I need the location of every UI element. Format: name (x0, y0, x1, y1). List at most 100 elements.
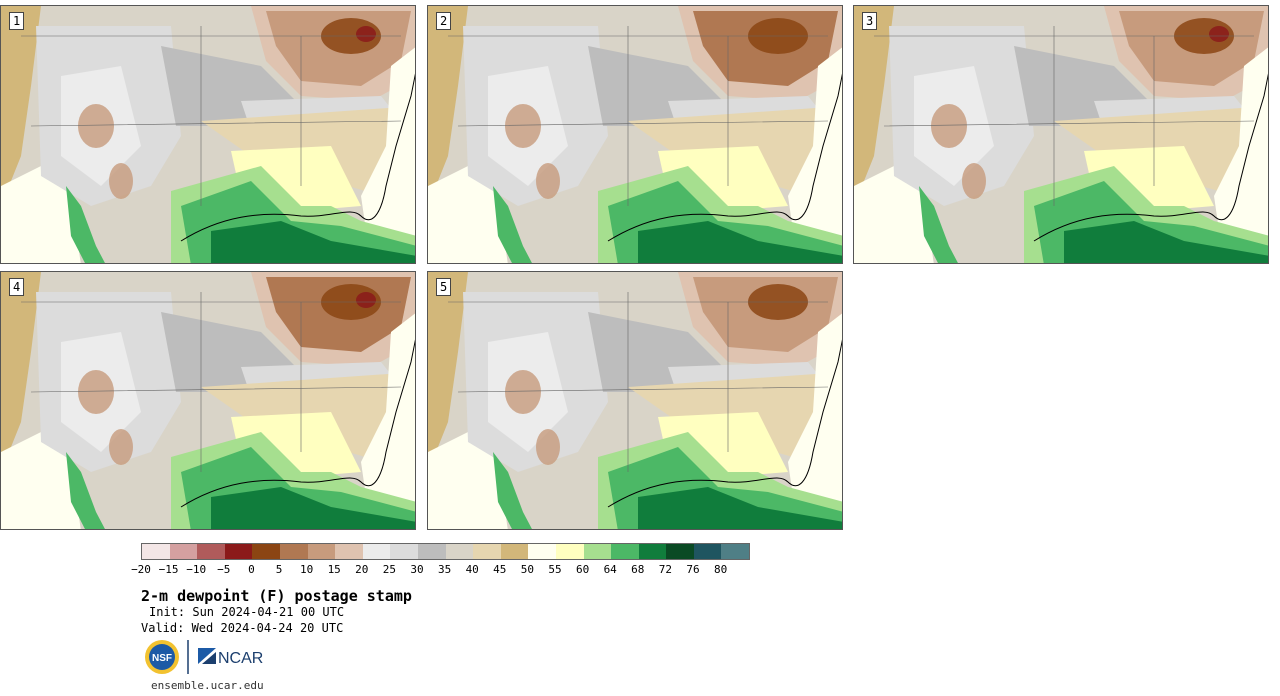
ensemble-member-map-3: 3 (853, 5, 1269, 264)
atlantic-ocean-region (361, 313, 415, 529)
colorbar-swatch (335, 544, 363, 559)
dry-patch-west (78, 104, 114, 148)
gulf-moisture-core (638, 487, 842, 529)
ensemble-member-map-1: 1 (0, 5, 416, 264)
coastline (180, 73, 415, 242)
ensemble-member-map-4: 4 (0, 271, 416, 530)
colorbar-swatch (224, 544, 253, 559)
dewpoint-map-graphic (1, 6, 415, 263)
coastline (180, 339, 415, 508)
ncar-logo: NCAR (198, 648, 263, 667)
pacific-dewpoint-region (428, 6, 468, 206)
dewpoint-map-graphic (428, 6, 842, 263)
gulf-moisture-core (638, 221, 842, 263)
mexico-coast-moisture (493, 186, 532, 263)
colorbar-swatch (693, 544, 722, 559)
colorbar-swatch (473, 544, 501, 559)
logos: NSF NCAR (145, 640, 263, 674)
init-time: Init: Sun 2024-04-21 00 UTC (149, 605, 345, 619)
gulf-moisture-core (1064, 221, 1268, 263)
colorbar-tick-label: 64 (603, 563, 617, 576)
pacific-dewpoint-region (428, 272, 468, 472)
dry-patch-southwest (109, 429, 133, 465)
member-label: 2 (436, 12, 452, 30)
colorbar-tick-label: 20 (355, 563, 369, 576)
atlantic-ocean-region (1214, 47, 1268, 263)
dry-patch-southwest (962, 163, 986, 199)
gulf-moisture-core (211, 221, 415, 263)
colorbar-tick-label: 68 (631, 563, 645, 576)
member-label: 4 (9, 278, 25, 296)
colorbar-tick-labels: −20 −15 −10 −5 0 5 10 15 20 25 30 35 40 45 50 55 60 64 68 7… (131, 563, 761, 577)
ensemble-member-map-2: 2 (427, 5, 843, 264)
colorbar-swatch (555, 544, 584, 559)
dry-patch-west (505, 370, 541, 414)
colorbar-tick-label: −5 (217, 563, 231, 576)
dewpoint-map-graphic (854, 6, 1268, 263)
colorbar-swatch (362, 544, 391, 559)
colorbar-swatch (445, 544, 474, 559)
valid-time: Valid: Wed 2024-04-24 20 UTC (141, 621, 344, 635)
dewpoint-map-graphic (428, 272, 842, 529)
ensemble-member-map-5: 5 (427, 271, 843, 530)
colorbar-swatch (390, 544, 418, 559)
southwest-dry-region (1, 432, 81, 529)
state-boundaries (874, 26, 1255, 206)
coastline (607, 73, 842, 242)
coastline (1033, 73, 1268, 242)
website-url: ensemble.ucar.edu (151, 679, 264, 692)
colorbar-tick-label: 25 (382, 563, 397, 576)
southwest-dry-region (1, 166, 81, 263)
dry-patch-west (931, 104, 967, 148)
member-label: 1 (9, 12, 25, 30)
mexico-coast-moisture (919, 186, 958, 263)
colorbar-tick-label: 55 (548, 563, 562, 576)
dry-patch-southwest (536, 163, 560, 199)
coastline (607, 339, 842, 508)
mexico-coast-moisture (66, 186, 105, 263)
colorbar-tick-label: −20 (131, 563, 151, 576)
svg-text:NCAR: NCAR (218, 650, 263, 667)
state-boundaries (448, 26, 829, 206)
state-boundaries (21, 292, 402, 472)
member-label: 5 (436, 278, 452, 296)
northeast-extreme-dry-spot (1209, 26, 1229, 42)
colorbar (141, 543, 751, 560)
colorbar-swatch (142, 544, 170, 559)
state-boundaries (448, 292, 829, 472)
pacific-dewpoint-region (1, 6, 41, 206)
colorbar-swatch (197, 544, 225, 559)
colorbar-tick-label: 0 (248, 563, 255, 576)
colorbar-tick-label: −10 (186, 563, 207, 576)
colorbar-swatch (307, 544, 336, 559)
colorbar-swatch (169, 544, 198, 559)
southwest-dry-region (428, 166, 508, 263)
dry-patch-southwest (109, 163, 133, 199)
colorbar-swatch (611, 544, 639, 559)
member-label: 3 (862, 12, 878, 30)
colorbar-tick-label: 5 (275, 563, 283, 576)
colorbar-swatch (666, 544, 694, 559)
dry-patch-west (505, 104, 541, 148)
pacific-dewpoint-region (1, 272, 41, 472)
dry-patch-west (78, 370, 114, 414)
gulf-moisture-core (211, 487, 415, 529)
colorbar-tick-label: 80 (713, 563, 728, 576)
colorbar-tick-label: 60 (575, 563, 590, 576)
northeast-extreme-dry-spot (356, 26, 376, 42)
colorbar-tick-label: 30 (410, 563, 424, 576)
dry-patch-southwest (536, 429, 560, 465)
atlantic-ocean-region (361, 47, 415, 263)
northeast-extreme-dry-spot (356, 292, 376, 308)
southwest-dry-region (428, 432, 508, 529)
colorbar-tick-label: 10 (299, 563, 314, 576)
colorbar-tick-label: 45 (493, 563, 507, 576)
colorbar-swatch (500, 544, 529, 559)
colorbar-tick-label: −15 (158, 563, 179, 576)
colorbar-swatch (252, 544, 280, 559)
svg-text:NSF: NSF (152, 653, 172, 664)
state-boundaries (21, 26, 402, 206)
colorbar-swatch (417, 544, 446, 559)
colorbar-tick-label: 15 (327, 563, 341, 576)
mexico-coast-moisture (493, 452, 532, 529)
